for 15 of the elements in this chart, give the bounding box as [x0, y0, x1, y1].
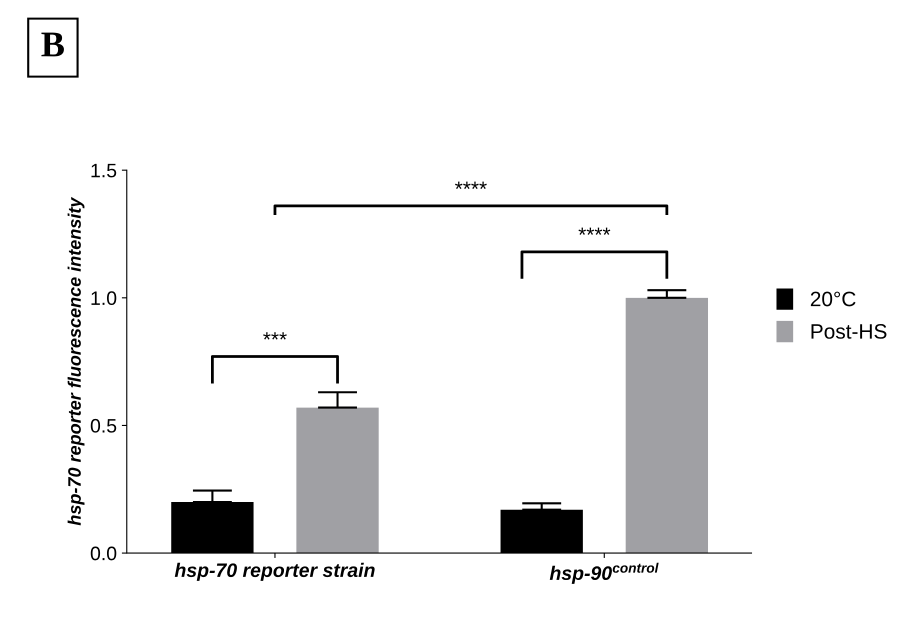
y-tick-label: 1.0	[92, 291, 116, 306]
y-axis-title: hsp-70 reporter fluorescence intensity	[68, 196, 84, 526]
x-tick-label: hsp-90$^{control}$	[550, 562, 659, 584]
annotation: ***	[263, 332, 287, 340]
y-tick-label: 0.0	[90, 546, 116, 560]
y-tick-label: 0.5	[90, 418, 116, 433]
legend-label: 20°C	[810, 292, 856, 306]
y-tick-label: 1.5	[92, 164, 116, 178]
annotation: ****	[455, 182, 487, 189]
text: B	[41, 32, 64, 56]
legend-label: Post-HS	[812, 324, 886, 339]
bar	[626, 298, 708, 554]
annotation: ****	[578, 228, 610, 235]
x-tick-label: hsp-70 reporter strain	[174, 562, 375, 581]
bar	[296, 408, 379, 554]
